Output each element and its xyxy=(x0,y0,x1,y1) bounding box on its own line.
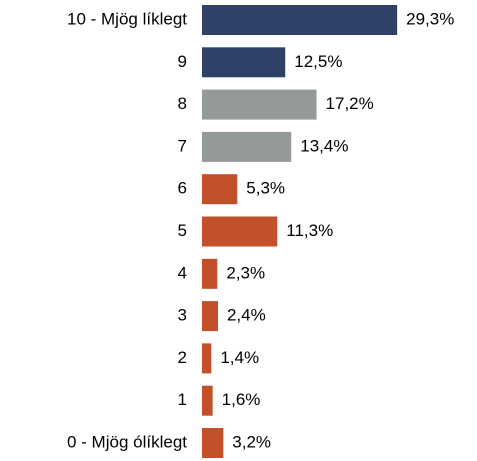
bar xyxy=(202,301,218,332)
y-tick-label: 7 xyxy=(178,136,187,155)
y-tick-label: 9 xyxy=(178,52,187,71)
bar xyxy=(202,385,213,416)
value-label: 12,5% xyxy=(294,52,342,71)
bar xyxy=(202,174,238,205)
bar xyxy=(202,343,212,374)
value-label: 1,4% xyxy=(220,348,259,367)
bar xyxy=(202,47,286,78)
y-tick-label: 2 xyxy=(178,348,187,367)
value-label: 2,3% xyxy=(226,263,265,282)
value-label: 2,4% xyxy=(227,306,266,325)
value-label: 13,4% xyxy=(300,136,348,155)
y-tick-label: 6 xyxy=(178,179,187,198)
y-tick-label: 4 xyxy=(178,263,187,282)
value-label: 1,6% xyxy=(222,390,261,409)
value-label: 29,3% xyxy=(406,9,454,28)
bar xyxy=(202,428,224,458)
value-label: 17,2% xyxy=(326,94,374,113)
bar xyxy=(202,258,218,289)
value-label: 11,3% xyxy=(286,221,333,240)
y-tick-label: 5 xyxy=(178,221,187,240)
y-tick-label: 1 xyxy=(178,390,187,409)
bar xyxy=(202,216,278,247)
value-label: 5,3% xyxy=(246,179,285,198)
y-tick-label: 10 - Mjög líklegt xyxy=(67,9,187,28)
y-tick-label: 8 xyxy=(178,94,187,113)
bar xyxy=(202,131,292,162)
bar xyxy=(202,89,317,120)
y-tick-label: 3 xyxy=(178,306,187,325)
y-tick-label: 0 - Mjög ólíklegt xyxy=(67,432,187,451)
value-label: 3,2% xyxy=(232,432,271,451)
bar xyxy=(202,5,398,35)
